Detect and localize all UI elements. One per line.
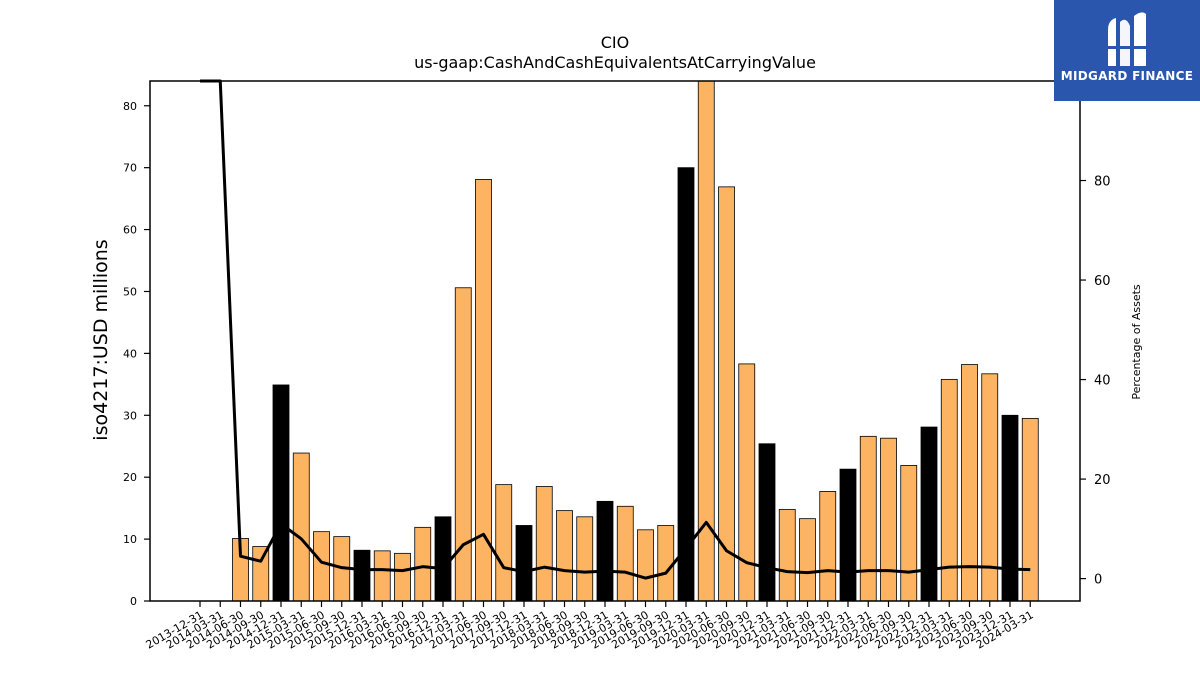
y2-tick-label: 60 (1094, 274, 1111, 289)
bar (1001, 414, 1019, 602)
bar (495, 484, 513, 602)
bar (252, 546, 270, 602)
y2-tick-label: 20 (1094, 473, 1111, 488)
y-tick-label: 20 (123, 471, 137, 484)
bar (920, 426, 938, 602)
y2-tick-label: 40 (1094, 374, 1111, 389)
bar (353, 549, 371, 602)
y-tick-label: 50 (123, 285, 137, 298)
bar (859, 435, 877, 602)
bar (758, 443, 776, 602)
y-tick-label: 60 (123, 224, 137, 237)
chart-title: CIO (601, 33, 629, 52)
y-tick-label: 30 (123, 409, 137, 422)
bar (535, 486, 553, 602)
bar (778, 508, 796, 602)
bar (718, 186, 735, 602)
bar (454, 287, 472, 602)
bar (880, 437, 897, 602)
bar (576, 516, 594, 602)
bar (373, 550, 391, 602)
bars-layer (232, 80, 1039, 602)
axes: 010203040506070800204060801002013-12-312… (123, 75, 1119, 652)
bar (637, 529, 654, 602)
y2-tick-label: 0 (1094, 573, 1102, 588)
y-tick-label: 10 (123, 533, 137, 546)
midgard-logo-icon (1104, 12, 1150, 66)
bar (1021, 417, 1039, 602)
bar (313, 531, 330, 602)
y-tick-label: 40 (123, 347, 137, 360)
bar (394, 552, 411, 602)
bar (819, 491, 837, 602)
bar (839, 468, 857, 602)
y2-axis-label: Percentage of Assets (1130, 284, 1143, 400)
percentage-line (200, 79, 1031, 580)
bar (292, 452, 310, 602)
y-axis-label: iso4217:USD millions (90, 239, 112, 440)
bar (272, 384, 290, 602)
y-tick-label: 0 (130, 595, 137, 608)
bar (596, 500, 614, 602)
bar (414, 526, 432, 602)
y2-tick-label: 80 (1094, 175, 1111, 190)
bar (900, 465, 918, 602)
logo-text: MIDGARD FINANCE (1060, 69, 1194, 83)
chart-subtitle: us-gaap:CashAndCashEquivalentsAtCarrying… (414, 53, 816, 72)
bar (616, 505, 634, 602)
logo: MIDGARD FINANCE (1054, 0, 1200, 101)
bar (556, 510, 573, 602)
bar (677, 167, 695, 602)
bar (799, 518, 816, 602)
y-tick-label: 70 (123, 162, 137, 175)
plot-frame (149, 80, 1081, 602)
y-tick-label: 80 (123, 100, 137, 113)
bar (434, 516, 452, 602)
bar (657, 525, 675, 602)
line-layer (200, 79, 1031, 580)
bar (515, 525, 533, 602)
